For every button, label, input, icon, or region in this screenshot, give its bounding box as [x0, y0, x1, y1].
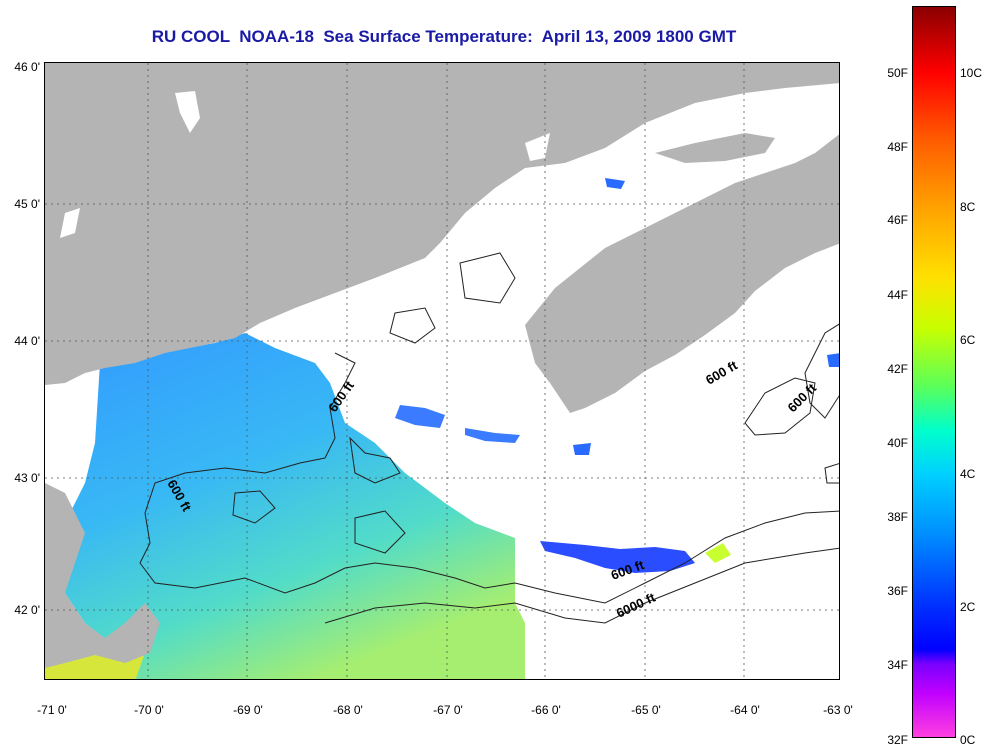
colorbar-f-40: 40F [887, 436, 908, 450]
lat-label-43: 43 0' [14, 471, 40, 485]
bathymetry-contours [139, 252, 839, 624]
graticule [45, 63, 839, 679]
cold-patch-4 [605, 178, 625, 189]
colorbar-f-44: 44F [887, 288, 908, 302]
colorbar-f-50: 50F [887, 66, 908, 80]
land-massachusetts [45, 483, 160, 668]
colorbar-c-2: 2C [960, 600, 976, 614]
lon-label-70: -70 0' [134, 703, 164, 717]
cloud-patch-land-2 [60, 208, 80, 238]
colorbar-c-6: 6C [960, 333, 976, 347]
chart-title: RU COOL NOAA-18 Sea Surface Temperature:… [151, 27, 737, 46]
lat-label-45: 45 0' [14, 197, 40, 211]
lon-label-69: -69 0' [233, 703, 263, 717]
colorbar-f-36: 36F [887, 584, 908, 598]
sst-map: 600 ft 600 ft 600 ft 600 ft 600 ft 6000 … [44, 62, 840, 680]
warm-patch-east [705, 543, 731, 563]
lon-label-66: -66 0' [531, 703, 561, 717]
lon-label-65: -65 0' [631, 703, 661, 717]
lon-label-63: -63 0' [823, 703, 853, 717]
colorbar-c-4: 4C [960, 467, 976, 481]
map-canvas: 600 ft 600 ft 600 ft 600 ft 600 ft 6000 … [45, 63, 839, 679]
cloud-patch-land-3 [525, 133, 550, 161]
lon-label-71: -71 0' [37, 703, 67, 717]
lon-label-68: -68 0' [333, 703, 363, 717]
lat-label-44: 44 0' [14, 334, 40, 348]
lon-label-64: -64 0' [730, 703, 760, 717]
cold-patch-3 [540, 541, 695, 573]
land-cape-breton [655, 133, 775, 163]
colorbar-c-10: 10C [960, 66, 983, 80]
colorbar-f-32: 32F [887, 733, 908, 747]
temperature-colorbar [912, 6, 956, 738]
colorbar-f-48: 48F [887, 140, 908, 154]
colorbar-f-34: 34F [887, 658, 908, 672]
cloud-patch-land-1 [175, 91, 200, 133]
cold-patch-7 [573, 443, 591, 455]
cold-patch-2 [465, 428, 520, 443]
colorbar-f-42: 42F [887, 362, 908, 376]
colorbar-c-8: 8C [960, 200, 976, 214]
colorbar-c-0: 0C [960, 733, 976, 747]
sst-water-region [55, 333, 525, 679]
lat-label-46: 46 0' [14, 60, 40, 74]
land-maine-newbrunswick [45, 63, 839, 385]
colorbar-f-46: 46F [887, 213, 908, 227]
lon-label-67: -67 0' [433, 703, 463, 717]
cold-patch-6 [827, 353, 839, 367]
cold-patch-1 [395, 405, 445, 428]
colorbar-f-38: 38F [887, 510, 908, 524]
lat-label-42: 42 0' [14, 603, 40, 617]
